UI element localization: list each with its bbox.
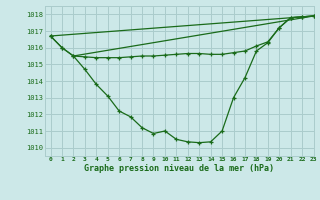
X-axis label: Graphe pression niveau de la mer (hPa): Graphe pression niveau de la mer (hPa) <box>84 164 274 173</box>
